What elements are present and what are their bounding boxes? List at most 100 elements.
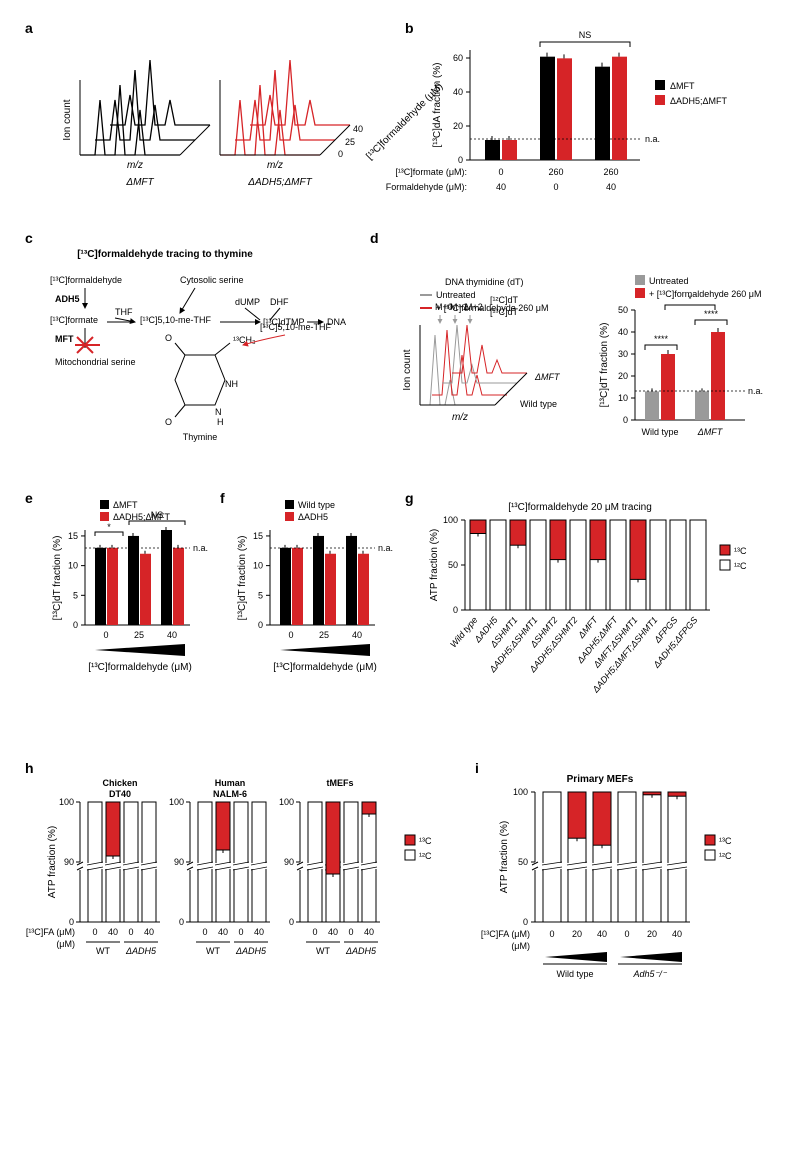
- svg-text:(μM): (μM): [56, 939, 75, 949]
- panel-d: Untreated + [¹³C]formaldehyde 260 μM DNA…: [385, 245, 780, 470]
- svg-text:[¹³C]dA fraction (%): [¹³C]dA fraction (%): [432, 62, 443, 147]
- svg-text:H: H: [217, 417, 224, 427]
- svg-text:NS: NS: [151, 510, 164, 520]
- svg-text:[¹³C]formate (μM):: [¹³C]formate (μM):: [395, 167, 467, 177]
- svg-text:0: 0: [92, 927, 97, 937]
- svg-text:40: 40: [218, 927, 228, 937]
- svg-text:O: O: [165, 417, 172, 427]
- svg-text:Wild type: Wild type: [641, 427, 678, 437]
- panel-label-a: a: [25, 20, 33, 36]
- svg-text:Wild type: Wild type: [556, 969, 593, 979]
- svg-text:0: 0: [69, 917, 74, 927]
- svg-text:20: 20: [453, 121, 463, 131]
- svg-text:0: 0: [348, 927, 353, 937]
- svg-text:¹³CH₃: ¹³CH₃: [233, 335, 256, 345]
- svg-text:0: 0: [258, 620, 263, 630]
- svg-text:ATP fraction (%): ATP fraction (%): [47, 826, 58, 898]
- svg-text:[¹³C]dT fraction (%): [¹³C]dT fraction (%): [599, 323, 610, 408]
- panel-a-svg: Ion count m/z ΔMFT 0 25 40 m/z ΔADH5;ΔMF…: [45, 35, 355, 210]
- svg-text:40: 40: [328, 927, 338, 937]
- svg-text:0: 0: [179, 917, 184, 927]
- svg-text:60: 60: [453, 53, 463, 63]
- panel-b-svg: 0 20 40 60 [¹³C]dA fraction (%) n.a. NS …: [420, 35, 780, 210]
- svg-text:ΔADH5: ΔADH5: [235, 946, 267, 956]
- svg-text:NH: NH: [225, 379, 238, 389]
- a-z-0: 0: [338, 149, 343, 159]
- svg-text:****: ****: [654, 334, 669, 344]
- svg-text:ATP fraction (%): ATP fraction (%): [429, 529, 440, 601]
- svg-text:0: 0: [238, 927, 243, 937]
- svg-text:ADH5: ADH5: [55, 294, 80, 304]
- svg-text:40: 40: [496, 182, 506, 192]
- svg-text:THF: THF: [115, 307, 133, 317]
- svg-text:Untreated: Untreated: [649, 276, 689, 286]
- a-x-label: m/z: [127, 160, 143, 171]
- svg-text:40: 40: [144, 927, 154, 937]
- svg-text:DNA thymidine (dT): DNA thymidine (dT): [445, 277, 524, 287]
- svg-text:n.a.: n.a.: [378, 543, 393, 553]
- panel-label-d: d: [370, 230, 379, 246]
- svg-text:[¹³C]FA (μM): [¹³C]FA (μM): [481, 929, 530, 939]
- panel-c: [¹³C]formaldehyde tracing to thymine [¹³…: [45, 245, 360, 470]
- svg-text:MFT: MFT: [55, 334, 74, 344]
- svg-text:0: 0: [453, 605, 458, 615]
- panel-a: Ion count m/z ΔMFT 0 25 40 m/z ΔADH5;ΔMF…: [45, 35, 355, 210]
- svg-text:15: 15: [253, 531, 263, 541]
- svg-text:40: 40: [352, 630, 362, 640]
- svg-text:Cytosolic serine: Cytosolic serine: [180, 275, 244, 285]
- svg-text:(μM): (μM): [511, 941, 530, 951]
- svg-text:10: 10: [253, 561, 263, 571]
- svg-text:5: 5: [73, 590, 78, 600]
- svg-text:ΔADH5: ΔADH5: [298, 512, 328, 522]
- svg-text:40: 40: [453, 87, 463, 97]
- svg-text:[¹³C]dT fraction (%): [¹³C]dT fraction (%): [237, 536, 248, 621]
- svg-text:260: 260: [603, 167, 618, 177]
- svg-text:100: 100: [443, 515, 458, 525]
- svg-text:20: 20: [647, 929, 657, 939]
- panel-label-g: g: [405, 490, 414, 506]
- svg-text:[¹³C]formaldehyde tracing to t: [¹³C]formaldehyde tracing to thymine: [77, 249, 253, 260]
- a-left-celllabel: ΔMFT: [125, 177, 154, 188]
- svg-text:[¹³C]5,10-me-THF: [¹³C]5,10-me-THF: [140, 315, 212, 325]
- svg-text:50: 50: [448, 560, 458, 570]
- svg-text:Ion count: Ion count: [402, 349, 413, 390]
- svg-text:90: 90: [174, 857, 184, 867]
- svg-text:[¹³C]formaldehyde 20 μM tracin: [¹³C]formaldehyde 20 μM tracing: [508, 502, 652, 513]
- svg-text:¹²C: ¹²C: [419, 851, 432, 861]
- svg-text:0: 0: [523, 917, 528, 927]
- svg-text:*: *: [107, 522, 111, 532]
- a-y-label: Ion count: [62, 99, 73, 140]
- svg-text:Human: Human: [215, 778, 246, 788]
- svg-text:Wild type: Wild type: [298, 500, 335, 510]
- svg-text:50: 50: [618, 305, 628, 315]
- svg-text:90: 90: [64, 857, 74, 867]
- svg-text:[¹³C]dT: [¹³C]dT: [490, 307, 519, 317]
- svg-text:20: 20: [618, 371, 628, 381]
- svg-text:¹³C: ¹³C: [419, 836, 432, 846]
- svg-text:WT: WT: [96, 946, 110, 956]
- svg-text:Untreated: Untreated: [436, 290, 476, 300]
- panel-b: 0 20 40 60 [¹³C]dA fraction (%) n.a. NS …: [420, 35, 780, 210]
- svg-text:100: 100: [513, 787, 528, 797]
- svg-text:WT: WT: [206, 946, 220, 956]
- svg-text:Wild type: Wild type: [520, 399, 557, 409]
- svg-text:[¹²C]dT: [¹²C]dT: [490, 295, 519, 305]
- svg-text:40: 40: [672, 929, 682, 939]
- svg-text:dUMP: dUMP: [235, 297, 260, 307]
- svg-text:ATP fraction (%): ATP fraction (%): [499, 821, 510, 893]
- svg-text:25: 25: [319, 630, 329, 640]
- panel-label-h: h: [25, 760, 34, 776]
- svg-text:m/z: m/z: [267, 160, 283, 171]
- svg-text:[¹³C]dT fraction (%): [¹³C]dT fraction (%): [52, 536, 63, 621]
- svg-text:0: 0: [128, 927, 133, 937]
- svg-text:Thymine: Thymine: [183, 432, 218, 442]
- svg-text:5: 5: [258, 590, 263, 600]
- svg-text:[¹³C]formate: [¹³C]formate: [50, 315, 98, 325]
- svg-text:tMEFs: tMEFs: [327, 778, 354, 788]
- svg-text:[¹³C]FA (μM): [¹³C]FA (μM): [26, 927, 75, 937]
- svg-text:0: 0: [549, 929, 554, 939]
- svg-text:40: 40: [108, 927, 118, 937]
- a-z-40: 40: [353, 124, 363, 134]
- svg-text:¹²C: ¹²C: [734, 561, 747, 571]
- b-yticks: 0 20 40 60: [453, 53, 470, 165]
